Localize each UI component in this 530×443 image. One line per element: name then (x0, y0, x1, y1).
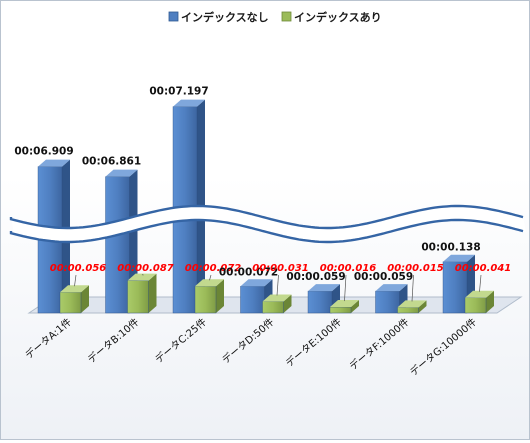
leader-line (480, 275, 482, 292)
data-label-series-1: 00:00.138 (421, 242, 480, 254)
data-label-series-1: 00:06.909 (14, 146, 73, 158)
legend-swatch-series-1 (169, 12, 178, 21)
category-label: データB:10件 (85, 315, 142, 365)
leader-line (75, 275, 77, 286)
data-label-series-1: 00:07.197 (149, 86, 208, 98)
data-label-series-2: 00:00.041 (455, 263, 512, 274)
category-label: データF:1000件 (347, 315, 412, 372)
data-label-series-2: 00:00.015 (387, 263, 444, 274)
axis-break-band (11, 206, 526, 242)
bar-series-2 (195, 279, 224, 313)
category-label: データD:50件 (219, 315, 276, 366)
bar-series-2 (465, 291, 494, 313)
legend: インデックスなし インデックスあり (169, 10, 382, 24)
legend-label-series-1: インデックスなし (181, 10, 269, 24)
legend-swatch-series-2 (282, 12, 291, 21)
bar-series-2 (128, 274, 157, 313)
category-label: データE:100件 (283, 315, 344, 369)
category-label: データA:1件 (22, 315, 74, 361)
category-label: データC:25件 (152, 315, 209, 366)
legend-label-series-2: インデックスあり (294, 10, 382, 24)
category-label: データG:10000件 (407, 315, 479, 378)
data-label-series-1: 00:06.861 (82, 156, 141, 168)
data-label-series-2: 00:00.087 (117, 263, 174, 274)
bar-series-2 (60, 285, 89, 313)
data-label-series-2: 00:00.056 (50, 263, 107, 274)
